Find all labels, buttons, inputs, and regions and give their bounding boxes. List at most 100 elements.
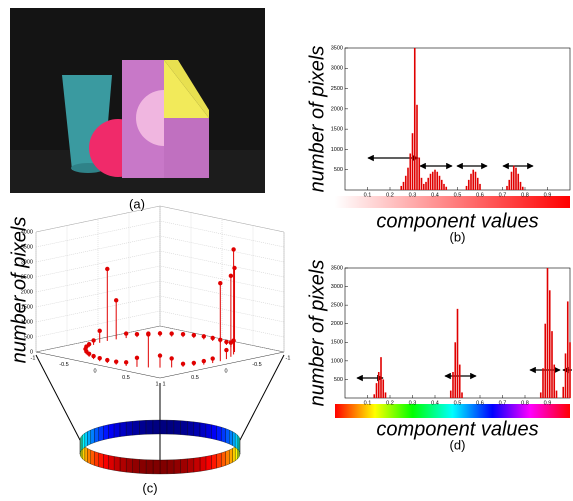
ring-segment [81, 435, 83, 451]
x-tick-label: 0.5 [454, 192, 462, 198]
bar [547, 268, 549, 398]
stem-marker [124, 331, 128, 335]
stem-marker [202, 334, 206, 338]
stem-marker [192, 361, 196, 365]
x-tick-label: 0.3 [409, 192, 417, 198]
x-tick-label: 0.4 [431, 192, 439, 198]
ring-segment [235, 433, 237, 449]
bar [522, 187, 524, 190]
bar [565, 353, 567, 398]
z-axis-label: number of pixels [8, 217, 30, 364]
y-tick-label: -0.5 [252, 362, 261, 368]
x-tick-label: 0.8 [521, 400, 529, 406]
bar [542, 368, 544, 398]
ring-segment [126, 458, 132, 473]
bar [405, 176, 407, 190]
y-tick-label: 0 [224, 368, 227, 374]
bar [549, 290, 551, 398]
x-tick-label: 0.4 [431, 400, 439, 406]
ring-segment [194, 422, 200, 437]
x-tick-label: 0.9 [544, 400, 552, 406]
bar [508, 180, 510, 190]
bar [418, 158, 420, 190]
panel-caption: (b) [450, 229, 466, 244]
ring-segment [187, 421, 193, 436]
y-axis-label: number of pixels [306, 46, 328, 193]
bar [517, 174, 519, 190]
y-tick-label: 1 [162, 381, 165, 387]
stem-marker [87, 342, 91, 346]
x-tick-label: 1 [155, 381, 158, 387]
bar [457, 309, 459, 398]
bar [461, 392, 463, 398]
bar [427, 178, 429, 190]
stem-marker [218, 281, 222, 285]
x-tick-label: 0.2 [386, 400, 394, 406]
bar [544, 324, 546, 398]
stem-marker [181, 332, 185, 336]
arrows [357, 370, 572, 378]
y-tick-label: 500 [334, 377, 343, 383]
ring-segment [109, 424, 115, 439]
y-axis-label: number of pixels [306, 260, 328, 407]
stem-marker [229, 274, 233, 278]
panel-caption: (d) [450, 437, 466, 452]
ring-segment [226, 450, 230, 465]
bar [445, 187, 447, 190]
ring-segment [226, 429, 230, 444]
stem-marker [224, 340, 228, 344]
x-tick-label: 0 [93, 368, 96, 374]
y-tick-label: 1000 [331, 358, 343, 364]
x-tick-label: 0.5 [122, 375, 130, 381]
y-tick-label: 3000 [331, 66, 343, 72]
ring-segment [120, 457, 126, 472]
bar [479, 184, 481, 190]
stem-marker [202, 359, 206, 363]
bar [511, 172, 513, 190]
stem-marker [135, 356, 139, 360]
stem-marker [98, 356, 102, 360]
stem-marker [231, 247, 235, 251]
ring-segment [211, 425, 216, 440]
ring-segment [217, 426, 222, 441]
ring-segment [181, 459, 188, 474]
y-tick-label: 3500 [331, 45, 343, 51]
ring-segment [174, 420, 181, 434]
ring-segment [103, 454, 108, 469]
ring-segment [83, 433, 85, 449]
stem-marker [135, 332, 139, 336]
stem-marker [211, 356, 215, 360]
bar [556, 391, 558, 398]
bar [459, 365, 461, 398]
ring-segment [94, 451, 98, 466]
x-tick-label: 0.8 [521, 192, 529, 198]
stem-marker [224, 348, 228, 352]
bar [466, 186, 468, 190]
stem-marker [105, 358, 109, 362]
bar [515, 168, 517, 190]
ring-segment [146, 420, 153, 434]
ring-segment [200, 423, 206, 438]
ring-segment [221, 451, 225, 466]
ring-segment [160, 420, 167, 434]
bar [432, 172, 434, 190]
x-tick-label: 0.6 [476, 400, 484, 406]
ring-segment [114, 456, 120, 471]
ring-segment [91, 429, 95, 444]
stem-marker [232, 266, 236, 270]
ring-segment [114, 423, 120, 438]
ring-segment [85, 432, 88, 448]
bar [470, 174, 472, 190]
y-tick-label: 2000 [331, 106, 343, 112]
ring-segment [133, 459, 140, 474]
connector [36, 355, 80, 440]
ring-segment [229, 430, 232, 446]
bar [376, 383, 378, 398]
bar [414, 48, 416, 190]
bar [416, 105, 418, 190]
ring-segment [206, 424, 212, 439]
bar [380, 357, 382, 398]
bar [454, 342, 456, 398]
bar [452, 372, 454, 398]
bar [551, 331, 553, 398]
